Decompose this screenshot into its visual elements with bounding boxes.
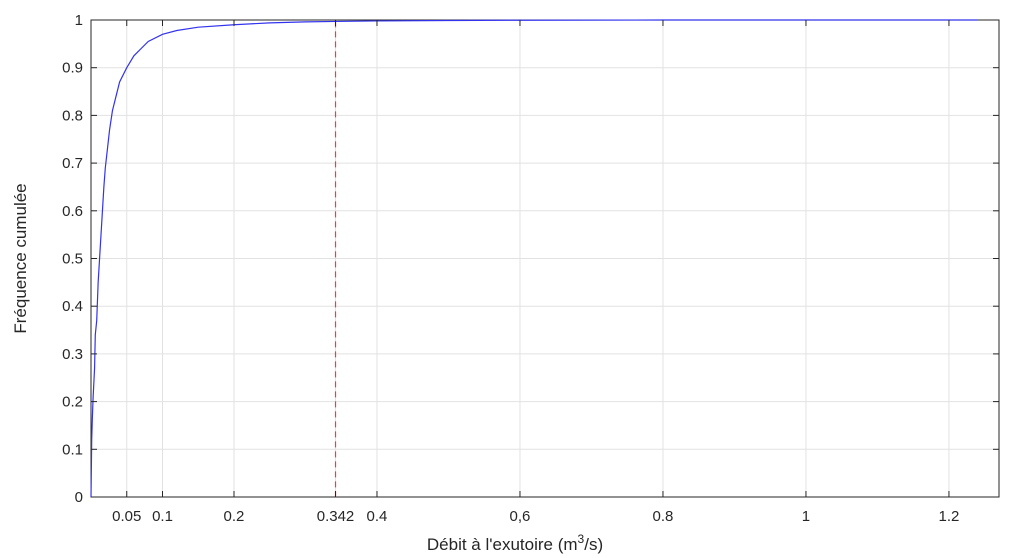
x-axis-label-main: Débit à l'exutoire (m	[427, 535, 578, 554]
y-axis-ticks: 0 0.1 0.2 0.3 0.4 0.5 0.6 0.7 0.8 0.9 1	[62, 12, 999, 506]
y-tick-label: 0.5	[62, 251, 83, 268]
grid	[91, 19, 999, 498]
x-axis-label: Débit à l'exutoire (m3/s)	[427, 532, 603, 554]
x-tick-label: 0,6	[510, 508, 531, 525]
x-tick-label: 0.1	[152, 508, 173, 525]
y-axis-label: Fréquence cumulée	[11, 183, 30, 333]
y-tick-label: 0.1	[62, 441, 83, 458]
x-tick-label: 1.2	[939, 508, 960, 525]
y-tick-label: 0.6	[62, 203, 83, 220]
x-tick-label: 0.342	[317, 508, 355, 525]
x-axis-label-unit: /s)	[584, 535, 603, 554]
series-line	[90, 19, 978, 498]
x-axis-ticks: 0.05 0.1 0.2 0.342 0.4 0,6 0.8 1 1.2	[112, 20, 959, 525]
x-tick-label: 0.2	[224, 508, 245, 525]
y-tick-label: 0.2	[62, 394, 83, 411]
x-tick-label: 0.05	[112, 508, 141, 525]
y-tick-label: 0.8	[62, 107, 83, 124]
x-tick-label: 1	[802, 508, 810, 525]
y-tick-label: 0.9	[62, 60, 83, 77]
y-tick-label: 1	[75, 12, 83, 29]
y-tick-label: 0.4	[62, 298, 83, 315]
series-group	[90, 19, 978, 498]
x-axis-label-superscript: 3	[578, 532, 585, 546]
y-tick-label: 0.7	[62, 155, 83, 172]
y-tick-label: 0	[75, 489, 83, 506]
x-tick-label: 0.8	[653, 508, 674, 525]
x-tick-label: 0.4	[367, 508, 388, 525]
y-tick-label: 0.3	[62, 346, 83, 363]
